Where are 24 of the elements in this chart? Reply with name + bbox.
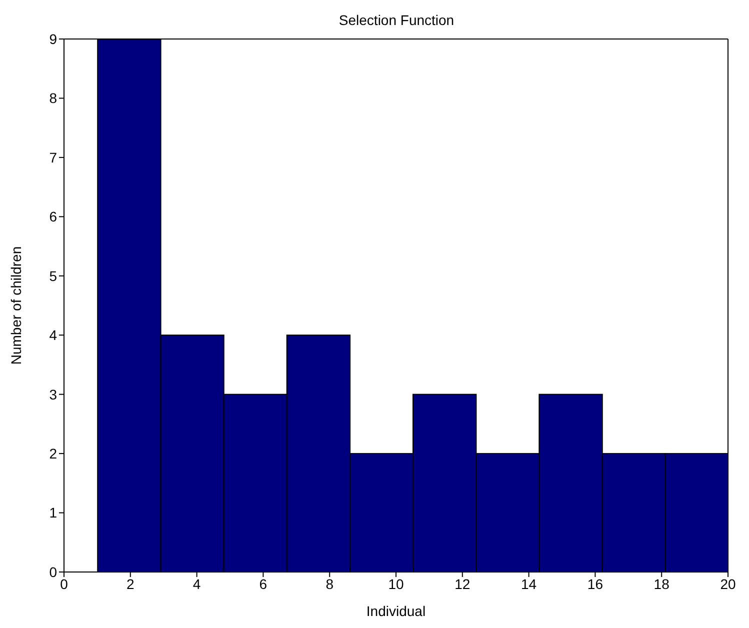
y-tick-label: 8 — [49, 90, 58, 106]
y-tick-label: 5 — [49, 268, 58, 284]
y-tick-label: 3 — [49, 386, 58, 402]
y-tick-label: 0 — [49, 564, 58, 580]
x-tick-label: 6 — [259, 576, 268, 592]
x-tick-label: 16 — [587, 576, 604, 592]
y-tick-label: 9 — [49, 30, 58, 47]
x-tick-label: 8 — [326, 576, 334, 592]
y-tick-label: 7 — [49, 149, 58, 166]
y-tick-label: 1 — [49, 504, 58, 521]
x-axis-title: Individual — [366, 603, 426, 619]
x-tick-label: 0 — [60, 576, 68, 592]
x-tick-label: 2 — [126, 576, 134, 592]
x-tick-label: 10 — [388, 576, 404, 592]
x-tick-label: 12 — [454, 576, 470, 592]
y-tick-label: 2 — [49, 446, 58, 462]
x-tick-label: 4 — [192, 576, 201, 592]
x-tick-label: 20 — [720, 576, 736, 592]
y-tick-label: 6 — [49, 208, 58, 225]
y-axis-title: Number of children — [8, 246, 24, 365]
x-tick-label: 14 — [521, 576, 537, 592]
chart-title: Selection Function — [338, 12, 456, 28]
x-tick-label: 18 — [654, 576, 670, 592]
y-tick-label: 4 — [49, 327, 58, 344]
